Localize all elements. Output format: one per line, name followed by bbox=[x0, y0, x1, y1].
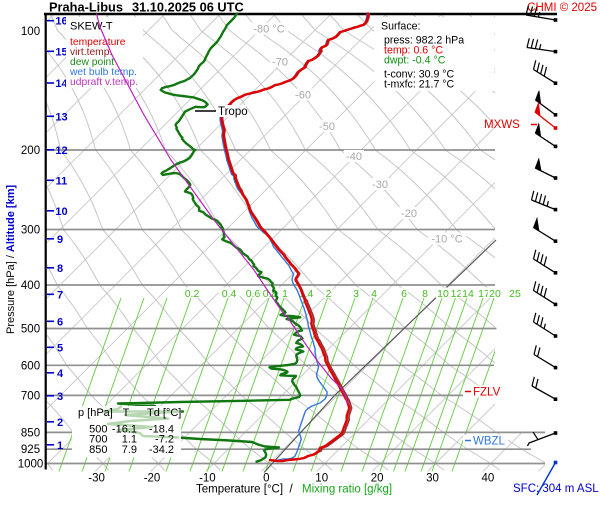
svg-text:850: 850 bbox=[21, 427, 40, 439]
svg-text:7.9: 7.9 bbox=[122, 444, 137, 456]
svg-text:1000: 1000 bbox=[18, 459, 44, 471]
svg-text:Surface:: Surface: bbox=[381, 21, 420, 33]
svg-text:t-mxfc: 21.7 °C: t-mxfc: 21.7 °C bbox=[384, 79, 455, 91]
svg-text:3: 3 bbox=[353, 288, 359, 300]
svg-text:-70: -70 bbox=[272, 57, 288, 69]
svg-text:13: 13 bbox=[55, 111, 67, 123]
svg-text:20: 20 bbox=[489, 288, 501, 300]
svg-text:5: 5 bbox=[57, 342, 63, 354]
svg-text:400: 400 bbox=[21, 280, 40, 292]
svg-text:40: 40 bbox=[482, 473, 495, 485]
svg-text:Temperature [°C] /: Temperature [°C] / bbox=[196, 484, 293, 496]
svg-text:-50: -50 bbox=[319, 121, 335, 133]
svg-text:-80 °C: -80 °C bbox=[253, 24, 284, 36]
svg-text:10: 10 bbox=[437, 288, 449, 300]
svg-text:6: 6 bbox=[57, 316, 63, 328]
svg-text:10: 10 bbox=[55, 206, 67, 218]
svg-text:850: 850 bbox=[89, 444, 107, 456]
svg-text:12: 12 bbox=[55, 145, 67, 157]
svg-text:2: 2 bbox=[57, 417, 63, 429]
svg-text:Pressure [hPa] / Altitude [k: Pressure [hPa] / Altitude [km] bbox=[5, 185, 17, 334]
svg-text:8: 8 bbox=[422, 288, 428, 300]
svg-text:-34.2: -34.2 bbox=[149, 444, 174, 456]
svg-text:4: 4 bbox=[371, 288, 377, 300]
svg-text:-20: -20 bbox=[144, 473, 161, 485]
svg-text:dwpt: -0.4 °C: dwpt: -0.4 °C bbox=[384, 55, 446, 67]
svg-text:31.10.2025 06 UTC: 31.10.2025 06 UTC bbox=[132, 0, 244, 15]
svg-text:-30: -30 bbox=[88, 473, 105, 485]
svg-text:udpraft v.temp.: udpraft v.temp. bbox=[70, 77, 138, 88]
svg-text:7: 7 bbox=[57, 289, 63, 301]
svg-text:Td [°C]: Td [°C] bbox=[147, 407, 181, 419]
svg-text:-20: -20 bbox=[401, 208, 417, 220]
svg-text:SFC: 304 m ASL: SFC: 304 m ASL bbox=[513, 483, 599, 495]
svg-text:-10 °C: -10 °C bbox=[431, 234, 462, 246]
svg-text:T: T bbox=[123, 407, 130, 419]
svg-text:11: 11 bbox=[56, 175, 68, 187]
svg-text:FZLV: FZLV bbox=[473, 387, 501, 399]
svg-text:25: 25 bbox=[509, 288, 521, 300]
svg-text:0.4: 0.4 bbox=[222, 288, 237, 300]
svg-text:600: 600 bbox=[21, 360, 40, 372]
svg-text:500: 500 bbox=[21, 324, 40, 336]
svg-text:925: 925 bbox=[21, 444, 40, 456]
svg-text:700: 700 bbox=[21, 390, 40, 402]
svg-text:WBZL: WBZL bbox=[473, 436, 506, 448]
svg-text:14: 14 bbox=[462, 288, 474, 300]
svg-text:Mixing ratio [g/kg]: Mixing ratio [g/kg] bbox=[302, 484, 392, 496]
svg-text:8: 8 bbox=[57, 263, 63, 275]
svg-text:9: 9 bbox=[57, 234, 63, 246]
svg-text:15: 15 bbox=[55, 46, 67, 58]
svg-text:Praha-Libus: Praha-Libus bbox=[49, 0, 123, 15]
svg-text:p [hPa]: p [hPa] bbox=[78, 407, 113, 419]
svg-text:-30: -30 bbox=[372, 179, 388, 191]
svg-text:16: 16 bbox=[55, 16, 67, 28]
svg-text:Tropo: Tropo bbox=[218, 106, 248, 118]
svg-text:MXWS: MXWS bbox=[484, 119, 520, 131]
svg-text:2: 2 bbox=[326, 288, 332, 300]
svg-text:1: 1 bbox=[282, 288, 288, 300]
svg-text:CHMI © 2025: CHMI © 2025 bbox=[527, 2, 597, 14]
svg-text:6: 6 bbox=[401, 288, 407, 300]
svg-text:-40: -40 bbox=[346, 151, 362, 163]
svg-text:SKEW-T: SKEW-T bbox=[70, 21, 113, 33]
svg-text:100: 100 bbox=[21, 26, 40, 38]
svg-text:3: 3 bbox=[57, 391, 63, 403]
svg-text:0.6: 0.6 bbox=[246, 288, 261, 300]
svg-text:4: 4 bbox=[57, 368, 64, 380]
svg-text:200: 200 bbox=[21, 145, 40, 157]
svg-text:-60: -60 bbox=[295, 90, 311, 102]
svg-text:300: 300 bbox=[21, 225, 40, 237]
svg-text:12: 12 bbox=[451, 288, 463, 300]
svg-text:30: 30 bbox=[426, 473, 439, 485]
svg-text:0.2: 0.2 bbox=[185, 288, 200, 300]
svg-text:1: 1 bbox=[57, 440, 63, 452]
